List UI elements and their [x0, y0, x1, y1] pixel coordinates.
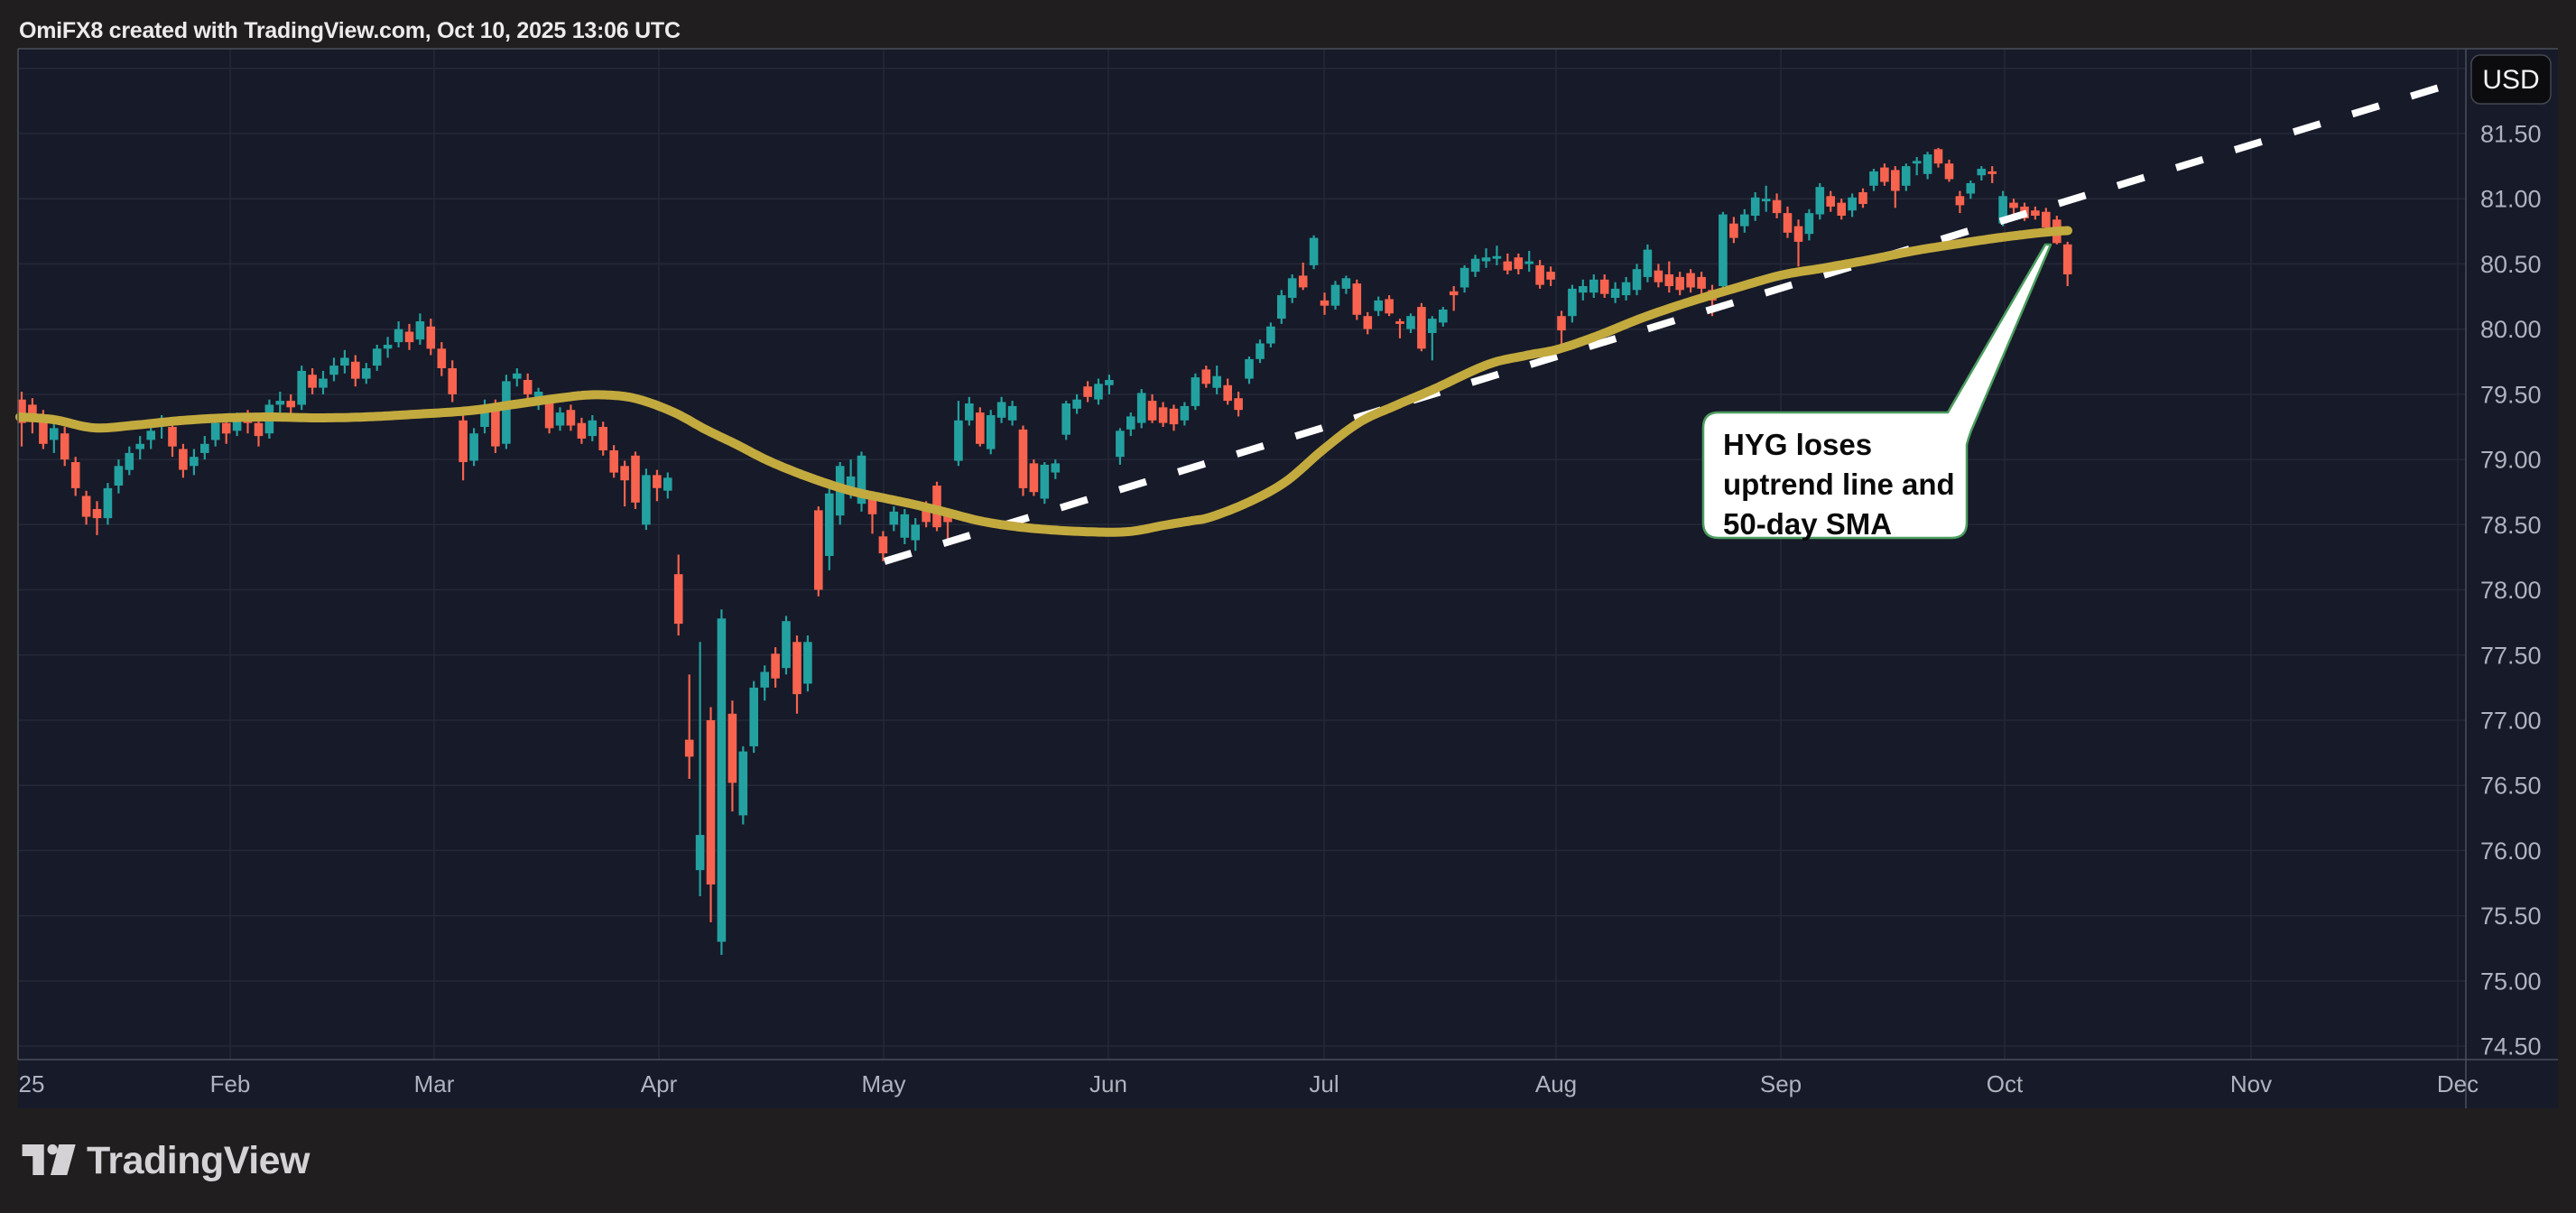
svg-text:Oct: Oct [1987, 1070, 2024, 1097]
svg-text:81.00: 81.00 [2480, 186, 2542, 213]
svg-text:78.50: 78.50 [2480, 512, 2542, 539]
svg-text:50-day SMA: 50-day SMA [1723, 507, 1892, 541]
svg-text:77.50: 77.50 [2480, 642, 2542, 669]
svg-text:Apr: Apr [641, 1070, 678, 1097]
svg-text:Sep: Sep [1760, 1070, 1802, 1097]
svg-text:Mar: Mar [414, 1070, 455, 1097]
svg-text:77.00: 77.00 [2480, 708, 2542, 735]
svg-text:Dec: Dec [2437, 1070, 2479, 1097]
svg-text:TradingView: TradingView [87, 1139, 310, 1182]
svg-text:78.00: 78.00 [2480, 577, 2542, 604]
svg-text:79.50: 79.50 [2480, 381, 2542, 408]
svg-text:HYG loses: HYG loses [1723, 428, 1872, 461]
svg-text:25: 25 [19, 1070, 45, 1097]
svg-text:USD: USD [2482, 65, 2539, 95]
svg-text:Jun: Jun [1089, 1070, 1127, 1097]
svg-text:74.50: 74.50 [2480, 1033, 2542, 1060]
svg-text:76.00: 76.00 [2480, 838, 2542, 865]
svg-text:OmiFX8 created with TradingVie: OmiFX8 created with TradingView.com, Oct… [19, 18, 681, 43]
svg-text:Nov: Nov [2230, 1070, 2272, 1097]
svg-text:76.50: 76.50 [2480, 773, 2542, 800]
svg-text:80.00: 80.00 [2480, 316, 2542, 343]
svg-text:79.00: 79.00 [2480, 447, 2542, 474]
svg-text:75.00: 75.00 [2480, 968, 2542, 995]
svg-text:uptrend line and: uptrend line and [1723, 468, 1955, 501]
svg-text:May: May [861, 1070, 905, 1097]
svg-text:Feb: Feb [210, 1070, 251, 1097]
svg-text:Aug: Aug [1535, 1070, 1577, 1097]
svg-text:75.50: 75.50 [2480, 903, 2542, 930]
svg-text:80.50: 80.50 [2480, 251, 2542, 278]
svg-text:Jul: Jul [1309, 1070, 1339, 1097]
svg-text:81.50: 81.50 [2480, 121, 2542, 148]
